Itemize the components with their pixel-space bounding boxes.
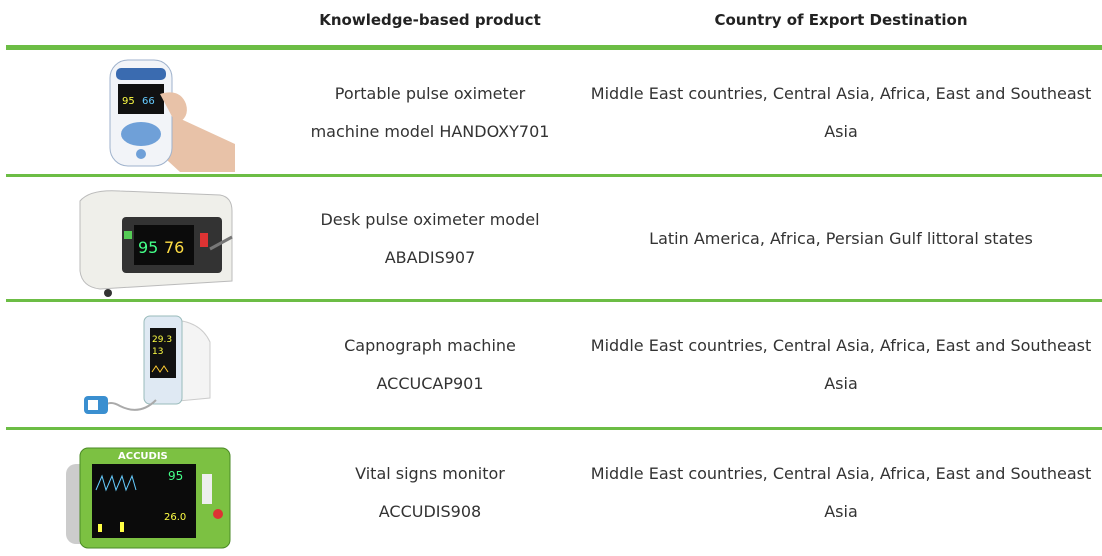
- destination-line: Middle East countries, Central Asia, Afr…: [590, 464, 1092, 483]
- destination-cell: Latin America, Africa, Persian Gulf litt…: [580, 177, 1102, 300]
- header-destination: Country of Export Destination: [714, 11, 968, 29]
- device-image: 95 76: [79, 190, 233, 297]
- svg-text:26.0: 26.0: [164, 512, 186, 523]
- destination-line: Asia: [824, 502, 858, 521]
- svg-text:95: 95: [168, 469, 183, 483]
- product-cell: Vital signs monitor ACCUDIS908: [290, 430, 570, 556]
- destination-cell: Middle East countries, Central Asia, Afr…: [580, 430, 1102, 556]
- svg-text:95: 95: [122, 96, 135, 107]
- product-cell: Capnograph machine ACCUCAP901: [290, 302, 570, 427]
- product-line: Vital signs monitor: [355, 464, 505, 483]
- row: 95 66 Portable pulse oximeter machine mo…: [0, 50, 1102, 175]
- svg-text:13: 13: [152, 347, 163, 357]
- destination-cell: Middle East countries, Central Asia, Afr…: [580, 302, 1102, 427]
- row-rule: [6, 427, 1102, 430]
- row: 95 26.0 ACCUDIS Vital signs monitor ACCU…: [0, 430, 1102, 556]
- device-image: 29.3 13: [84, 315, 211, 414]
- header-rule: [6, 45, 1102, 50]
- row-rule: [6, 174, 1102, 177]
- destination-line: Asia: [824, 373, 858, 393]
- destination-line: Asia: [824, 121, 858, 141]
- svg-text:ACCUDIS: ACCUDIS: [118, 451, 168, 462]
- device-image: 95 66: [109, 59, 235, 172]
- product-line: machine model HANDOXY701: [310, 121, 550, 141]
- product-cell: Portable pulse oximeter machine model HA…: [290, 50, 570, 175]
- product-line: ACCUCAP901: [376, 373, 484, 393]
- destination-line: Latin America, Africa, Persian Gulf litt…: [649, 228, 1033, 248]
- device-image: 95 26.0 ACCUDIS: [66, 447, 231, 549]
- row-rule: [6, 299, 1102, 302]
- header-product: Knowledge-based product: [319, 11, 541, 29]
- product-line: Desk pulse oximeter model: [320, 209, 540, 229]
- svg-text:66: 66: [142, 96, 155, 107]
- row: 95 76 Desk pulse oximeter model ABADIS90…: [0, 177, 1102, 300]
- row: 29.3 13 Capnograph machine ACCUCAP901 Mi…: [0, 302, 1102, 427]
- destination-line: Middle East countries, Central Asia, Afr…: [590, 335, 1092, 355]
- product-line: ACCUDIS908: [378, 502, 482, 521]
- destination-cell: Middle East countries, Central Asia, Afr…: [580, 50, 1102, 175]
- product-line: Capnograph machine: [344, 335, 516, 355]
- svg-text:76: 76: [164, 238, 184, 257]
- svg-text:29.3: 29.3: [152, 335, 172, 345]
- destination-line: Middle East countries, Central Asia, Afr…: [590, 83, 1092, 103]
- svg-text:95: 95: [138, 238, 158, 257]
- product-cell: Desk pulse oximeter model ABADIS907: [290, 177, 570, 300]
- product-line: ABADIS907: [384, 247, 476, 267]
- product-line: Portable pulse oximeter: [334, 83, 526, 103]
